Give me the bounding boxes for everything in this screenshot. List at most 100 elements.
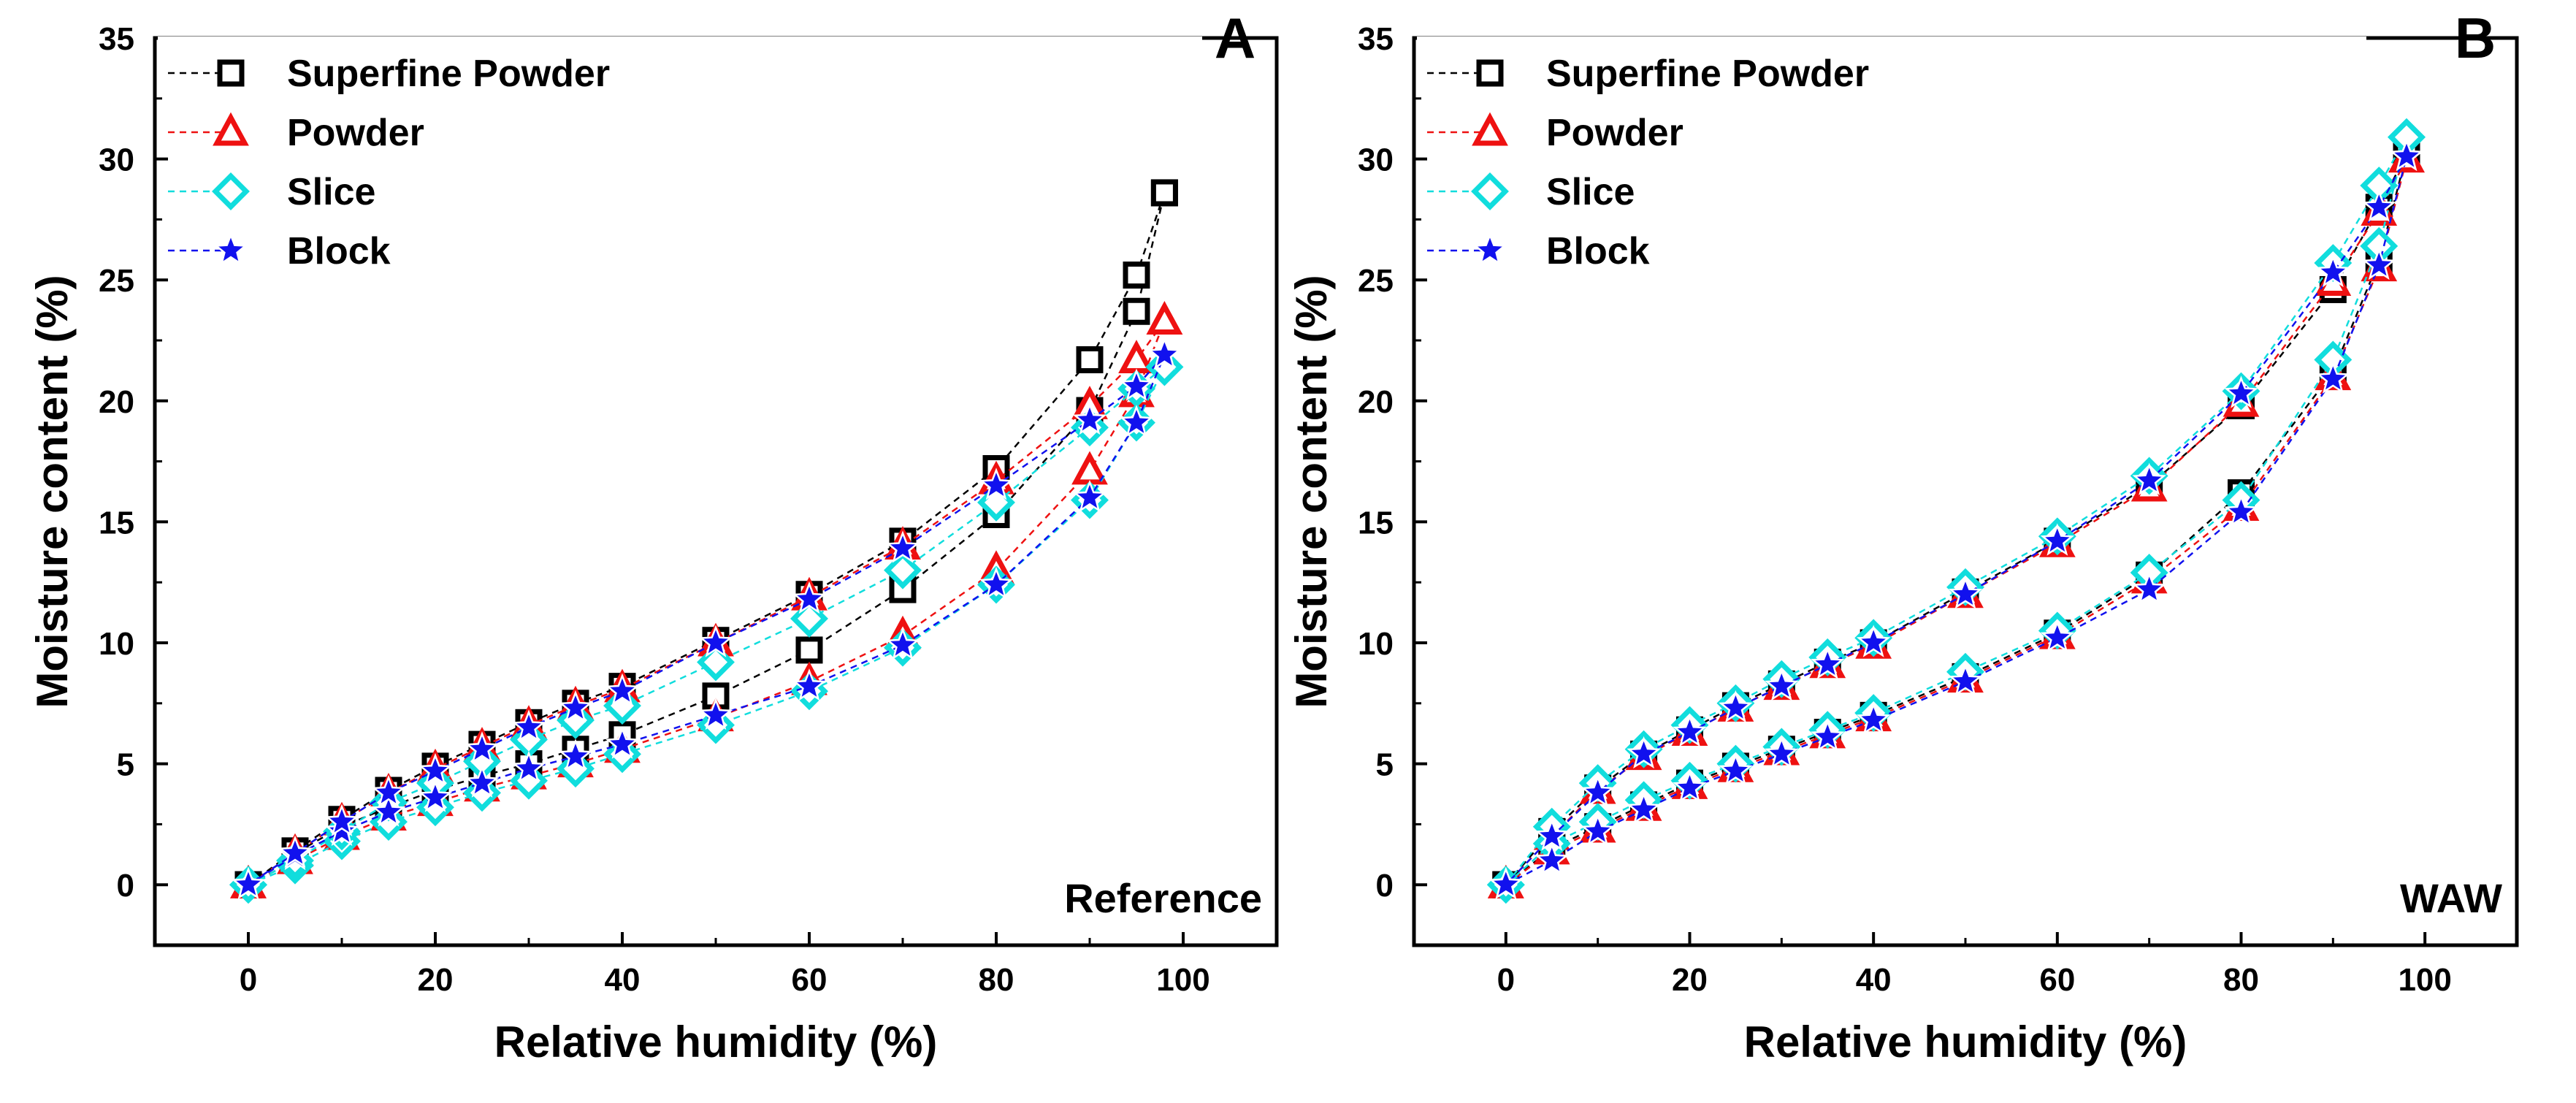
panel-b-block-adsorption-point [1627,792,1661,825]
panel-b-block-adsorption-point [1719,753,1753,786]
panel-a-x-tick-label: 80 [979,962,1014,998]
panel-a-block-adsorption-point [1119,405,1154,438]
panel-b-ticks: 0 20 40 60 80 100 0 5 10 15 20 25 30 35 [1358,21,2452,998]
panel-a-series [229,179,1184,904]
panel-b-legend-entry-slice: Slice [1427,171,1635,213]
panel-a-legend-marker-slice [212,172,250,210]
panel-b-series [1486,118,2426,904]
panel-b-block-desorption-point [1673,714,1707,747]
panel-b-superfine-powder-desorption-line [1505,153,2408,886]
panel-a-x-tick-label: 0 [240,962,257,998]
panel-b-block-adsorption-line [1505,156,2408,886]
panel-a-x-axis-title: Relative humidity (%) [494,1018,938,1066]
panel-a-superfine-powder-desorption-point [1150,179,1178,207]
panel-b-y-tick-label: 5 [1376,747,1394,783]
panel-a-y-tick-label: 30 [99,142,134,178]
panel-a-powder-adsorption-line [248,321,1166,886]
panel-a-block-desorption-point [324,804,359,836]
panel-a-legend-marker-block [213,232,248,265]
panel-b-block-adsorption-point [2132,571,2166,604]
panel-a-block-adsorption-line [248,354,1166,886]
panel-b-x-tick-label: 60 [2039,962,2075,998]
panel-a-legend: Superfine Powder Powder Slice Block [158,37,1202,272]
panel-a-block-desorption-point [1119,368,1154,401]
panel-b-legend-entry-superfine-powder: Superfine Powder [1427,53,1869,95]
panel-b-block-desorption-point [2040,523,2075,556]
panel-b-block-desorption-point [2389,138,2424,172]
panel-b-label: B [2455,6,2496,70]
panel-b-legend-label-powder: Powder [1546,112,1683,154]
panel-b-legend-label-slice: Slice [1546,171,1635,213]
panel-a-block-desorption-point [558,690,593,723]
panel-a-legend-label-slice: Slice [287,171,375,213]
panel-b-block-desorption-point [1765,668,1799,701]
panel-b: 0 20 40 60 80 100 0 5 10 15 20 25 30 35 Superfine Pow… [1287,6,2519,1066]
panel-a-x-tick-label: 60 [792,962,828,998]
panel-a-block-desorption-point [418,753,453,786]
panel-b-legend-marker-powder [1472,112,1508,146]
panel-a-block-adsorption-point [1072,479,1107,513]
panel-a-legend-entry-powder: Powder [168,112,424,154]
panel-a-superfine-powder-adsorption-point [1123,297,1150,325]
panel-b-block-desorption-point [1581,774,1615,808]
panel-a-legend-marker-superfine-powder [217,59,245,87]
panel-a-block-adsorption-point [371,794,406,827]
panel-b-y-tick-label: 25 [1358,263,1394,299]
panel-a-block-desorption-point [979,467,1014,500]
panel-b-block-adsorption-point [1673,770,1707,803]
panel-a-block-adsorption-point [605,726,640,759]
panel-b-block-desorption-point [1488,866,1524,900]
panel-a-y-tick-label: 25 [99,263,134,299]
panel-a-legend-entry-slice: Slice [168,171,375,213]
panel-b-block-desorption-point [2361,189,2396,222]
panel-a-x-tick-label: 20 [418,962,454,998]
panel-b-legend-label-block: Block [1546,230,1650,272]
panel-a-slice-adsorption-point [603,735,641,774]
panel-b-series-block [1488,138,2424,900]
panel-b-block-adsorption-point [1581,813,1615,847]
panel-b-x-axis-title: Relative humidity (%) [1744,1018,2187,1066]
panel-a-block-desorption-point [511,709,546,742]
panel-b-block-adsorption-point [2224,494,2258,527]
panel-b-y-tick-label: 30 [1358,142,1394,178]
panel-b-y-tick-label: 0 [1376,868,1394,904]
panel-a-y-tick-label: 20 [99,384,134,420]
panel-b-y-tick-label: 15 [1358,505,1394,541]
panel-a-legend-entry-block: Block [168,230,391,272]
panel-a-annotation: Reference [1064,875,1262,921]
panel-a-y-tick-label: 5 [117,747,134,783]
panel-a-block-adsorption-point [324,813,359,847]
panel-a-slice-desorption-point [884,551,922,589]
panel-b-legend-entry-powder: Powder [1427,112,1683,154]
panel-b-block-desorption-point [1534,818,1570,851]
panel-b-block-desorption-point [1719,690,1753,723]
panel-b-block-adsorption-point [2040,619,2075,653]
panel-a-block-desorption-point [792,581,827,614]
panel-a-legend-marker-powder [213,112,249,146]
panel-b-x-tick-label: 0 [1497,962,1515,998]
panel-b-block-desorption-point [1811,646,1845,679]
panel-b-block-adsorption-point [1856,702,1891,735]
panel-a-y-tick-label: 35 [99,21,134,57]
panel-b-y-tick-label: 35 [1358,21,1394,57]
panel-a-label: A [1215,6,1255,70]
panel-b-block-desorption-point [1856,625,1891,657]
panel-b-y-tick-label: 20 [1358,384,1394,420]
panel-a-superfine-powder-adsorption-line [248,192,1166,886]
panel-a-powder-desorption-point [1146,301,1183,335]
panel-a-block-desorption-point [605,673,640,706]
panel-b-slice-desorption-line [1505,137,2408,885]
panel-b-block-desorption-point [2224,375,2258,408]
panel-a: 0 20 40 60 80 100 0 5 10 15 20 25 30 35 Superfine Pow… [28,6,1279,1066]
panel-a-block-desorption-point [885,530,920,563]
panel-a-block-desorption-point [1147,337,1182,370]
panel-a-x-tick-label: 40 [605,962,641,998]
panel-b-x-tick-label: 40 [1856,962,1892,998]
panel-b-legend-marker-slice [1471,172,1509,210]
panel-a-legend-mask [158,37,1202,53]
panel-b-block-desorption-point [1627,736,1661,769]
panel-b-legend-marker-superfine-powder [1476,59,1504,87]
panel-b-block-desorption-point [2132,462,2166,495]
panel-b-block-adsorption-point [2362,247,2396,280]
